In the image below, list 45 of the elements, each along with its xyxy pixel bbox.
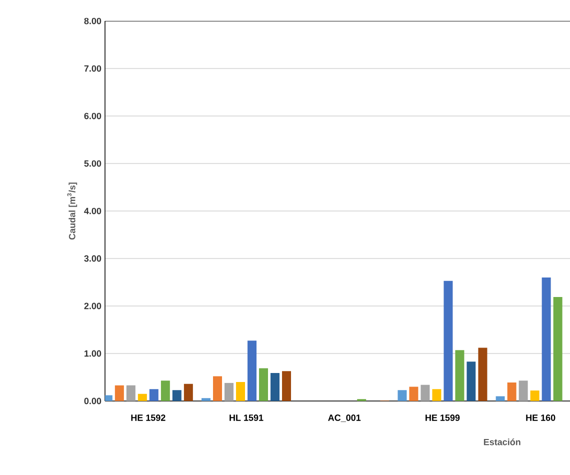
bar [432,389,442,401]
bar [507,382,516,401]
bar [553,296,562,401]
y-tick-label: 4.00 [84,208,102,214]
bar [236,382,246,401]
y-tick-label: 8.00 [84,18,102,24]
bar [149,389,158,401]
x-tick-label: HE 160 [526,414,556,421]
x-tick-label: AC_001 [328,414,361,422]
bar [496,396,505,401]
bar [213,376,222,401]
bar [444,280,453,401]
bar [259,368,268,401]
y-tick-label: 2.00 [84,302,102,310]
bar [542,278,551,401]
bar [248,340,257,401]
bar [518,380,528,401]
x-tick-label: HE 1599 [426,414,460,421]
bar [138,394,147,401]
bar [126,385,136,401]
bar [398,390,407,401]
bar [172,390,182,401]
y-axis-title: Caudal [m$^{3}$/s] [67,182,78,240]
y-tick-label: 6.00 [84,112,102,120]
bar [455,350,464,401]
y-tick-label: 3.00 [84,255,102,262]
y-tick-label: 5.00 [84,160,102,167]
y-tick-label: 1.00 [84,350,102,357]
bar [409,386,418,401]
bar [114,385,124,401]
bar [202,398,211,401]
bar [160,380,170,401]
bar [530,390,540,401]
bar [224,382,234,401]
x-tick-label: HL 1591 [230,414,264,421]
y-tick-label: 7.00 [84,65,102,72]
bar [270,372,280,401]
bar [466,362,476,401]
y-tick-label: 0.00 [84,398,102,404]
bar [282,371,292,401]
x-axis-title: Estación [484,438,520,446]
bar [420,384,430,401]
bar [478,348,488,401]
bar [184,384,193,401]
x-tick-label: HE 1592 [131,414,166,421]
